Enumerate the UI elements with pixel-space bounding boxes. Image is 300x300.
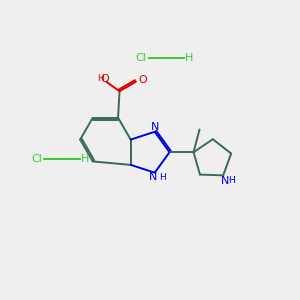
Text: H: H (159, 172, 166, 182)
Text: H: H (98, 74, 104, 83)
Text: N: N (149, 172, 158, 182)
Text: Cl: Cl (136, 53, 146, 63)
Text: N: N (220, 176, 229, 186)
Text: O: O (138, 75, 147, 85)
Text: N: N (151, 122, 159, 132)
Text: Cl: Cl (32, 154, 43, 164)
Text: O: O (100, 74, 109, 84)
Text: H: H (80, 154, 89, 164)
Text: H: H (184, 53, 193, 63)
Text: H: H (228, 176, 235, 185)
